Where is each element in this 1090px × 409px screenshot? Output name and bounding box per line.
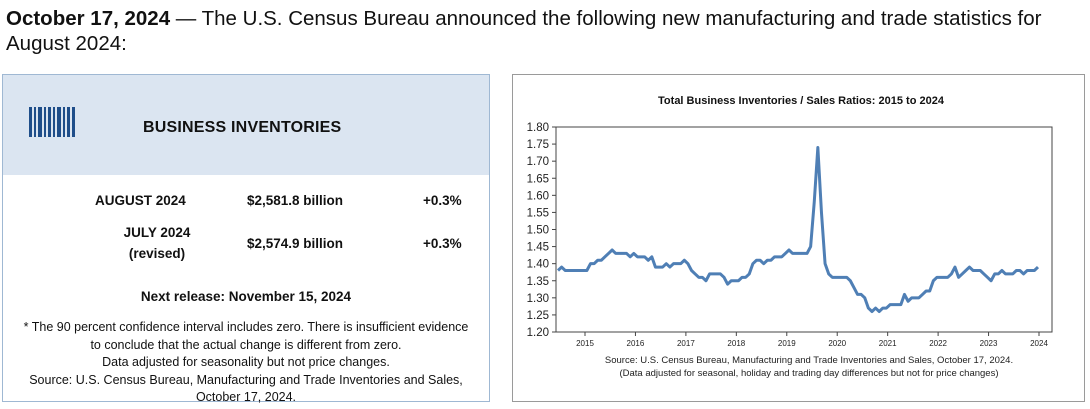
headline-date: October 17, 2024 [6,7,171,30]
series-line [556,146,1040,313]
x-tick-label: 2019 [778,339,796,348]
note-line: Data adjusted for seasonality but not pr… [102,355,390,369]
plot-area [555,126,1053,333]
note-line: October 17, 2024. [195,390,297,404]
chart-source: Source: U.S. Census Bureau, Manufacturin… [605,355,1013,366]
y-tick-label: 1.50 [527,225,549,237]
y-tick-label: 1.60 [527,190,549,202]
next-release: Next release: November 15, 2024 [140,289,352,304]
business-inventories-panel: BUSINESS INVENTORIES AUGUST 2024 $2,581.… [2,74,490,404]
note-line: to conclude that the actual change is di… [90,337,402,352]
x-tick-label: 2016 [627,339,645,348]
row-july-value: $2,574.9 billion [247,236,344,251]
y-tick-label: 1.80 [527,122,549,134]
x-axis: 2015 2016 2017 2018 2019 2020 2021 2022 2023 2024 [576,332,1048,348]
row-august-label: AUGUST 2024 [95,193,186,208]
chart-footnote: (Data adjusted for seasonal, holiday and… [619,368,998,379]
x-tick-label: 2018 [727,339,745,348]
row-august-value: $2,581.8 billion [247,193,344,208]
y-tick-label: 1.35 [527,276,549,288]
y-tick-label: 1.45 [527,242,549,254]
x-tick-label: 2021 [879,339,897,348]
headline: October 17, 2024 — The U.S. Census Burea… [6,6,1084,56]
y-tick-label: 1.25 [527,310,549,322]
note-line: Source: U.S. Census Bureau, Manufacturin… [29,372,463,387]
y-tick-label: 1.70 [527,156,549,168]
y-axis: 1.80 1.75 1.70 1.65 1.60 1.55 1.50 1.45 1.40 1.35… [527,122,556,339]
row-july-change: +0.3% [423,236,462,251]
panel-title: BUSINESS INVENTORIES [143,119,342,136]
note-line: * The 90 percent confidence interval inc… [23,320,469,334]
x-tick-label: 2015 [576,339,594,348]
ratio-chart: Total Business Inventories / Sales Ratio… [527,95,1053,379]
x-tick-label: 2022 [929,339,947,348]
barcode-icon [29,107,75,137]
row-august-change: +0.3% [423,193,462,208]
x-tick-label: 2023 [980,339,998,348]
series-group [556,146,1040,313]
chart-title: Total Business Inventories / Sales Ratio… [658,95,945,107]
chart-panel: Total Business Inventories / Sales Ratio… [512,74,1085,402]
row-july-sublabel: (revised) [128,246,186,261]
row-july-label: JULY 2024 [123,225,191,240]
y-tick-label: 1.40 [527,259,549,271]
y-tick-label: 1.20 [527,327,549,339]
y-tick-label: 1.75 [527,139,549,151]
headline-text: — The U.S. Census Bureau announced the f… [6,7,1042,55]
x-tick-label: 2017 [677,339,695,348]
notes: * The 90 percent confidence interval inc… [3,319,489,407]
x-tick-label: 2020 [828,339,846,348]
x-tick-label: 2024 [1030,339,1048,348]
y-tick-label: 1.30 [527,293,549,305]
panel-header: BUSINESS INVENTORIES [3,75,489,175]
y-tick-label: 1.65 [527,173,549,185]
y-tick-label: 1.55 [527,207,549,219]
